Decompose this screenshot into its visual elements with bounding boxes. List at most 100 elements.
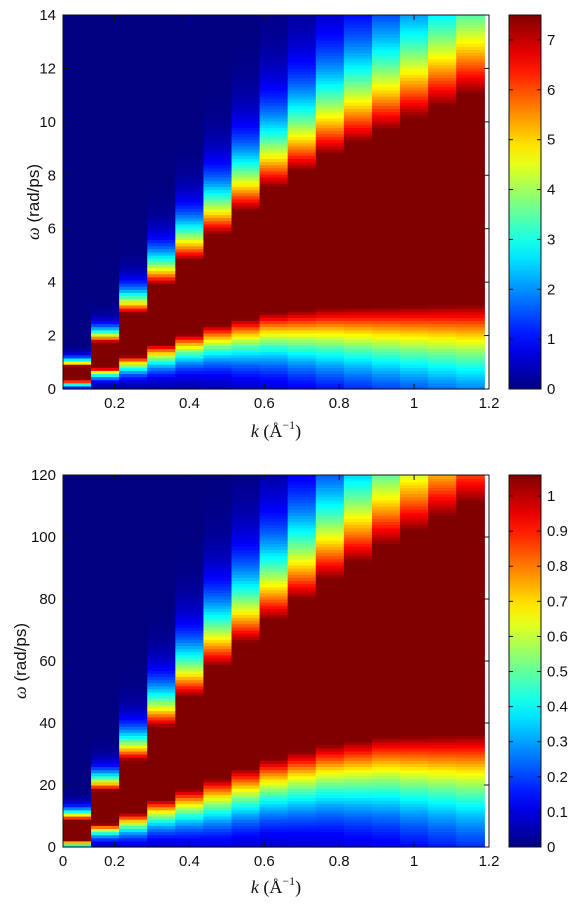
heatmap-cell [119,475,148,479]
heatmap-cell [63,651,92,656]
heatmap-cell [91,741,120,746]
heatmap-cell [259,36,289,41]
heatmap-cell [91,626,120,631]
heatmap-cell [287,785,317,789]
heatmap-cell [91,364,120,368]
heatmap-cell [287,800,317,805]
heatmap-cell [147,577,176,581]
heatmap-cell [343,27,373,32]
heatmap-cell [147,682,176,687]
heatmap-cell [231,676,261,681]
heatmap-cell [428,642,457,647]
heatmap-cell [63,30,92,35]
heatmap-cell [231,664,261,668]
heatmap-cell [175,716,205,721]
heatmap-cell [259,716,289,721]
heatmap-cell [175,267,205,272]
heatmap-cell [315,568,345,572]
heatmap-cell [428,785,457,789]
heatmap-cell [175,509,205,513]
heatmap-cell [231,834,261,839]
heatmap-cell [428,484,457,488]
heatmap-cell [175,537,205,541]
heatmap-cell [147,574,176,578]
heatmap-cell [400,611,429,616]
heatmap-cell [259,679,289,684]
heatmap-cell [119,342,148,346]
heatmap-cell [315,46,345,50]
heatmap-cell [175,198,205,203]
heatmap-cell [343,741,373,746]
heatmap-cell [119,198,148,203]
heatmap-cell [231,490,261,495]
heatmap-cell [147,738,176,743]
heatmap-cell [147,307,176,312]
heatmap-cell [371,236,401,240]
heatmap-cell [147,202,176,206]
heatmap-cell [147,223,176,228]
heatmap-cell [203,152,233,156]
heatmap-cell [63,611,92,616]
heatmap-cell [91,719,120,724]
heatmap-cell [175,667,205,671]
heatmap-cell [400,39,429,44]
heatmap-cell [203,236,233,240]
heatmap-cell [343,577,373,581]
heatmap-cell [91,198,120,203]
heatmap-cell [259,688,289,693]
heatmap-cell [91,840,120,845]
heatmap-cell [287,370,317,375]
heatmap-cell [203,518,233,523]
heatmap-cell [287,189,317,194]
heatmap-cell [91,142,120,147]
heatmap-cell [400,766,429,771]
heatmap-cell [400,772,429,777]
heatmap-cell [119,357,148,362]
heatmap-cell [456,83,485,88]
heatmap-cell [456,342,485,346]
heatmap-cell [371,18,401,22]
heatmap-cell [231,478,261,482]
heatmap-cell [63,33,92,38]
heatmap-cell [203,30,233,35]
heatmap-cell [119,33,148,38]
heatmap-cell [91,214,120,219]
heatmap-cell [343,301,373,306]
heatmap-cell [203,314,233,318]
heatmap-cell [147,217,176,222]
heatmap-cell [315,208,345,212]
heatmap-cell [91,264,120,269]
heatmap-cell [456,757,485,761]
heatmap-cell [456,781,485,786]
heatmap-cell [203,124,233,128]
heatmap-cell [175,583,205,588]
heatmap-cell [231,83,261,88]
heatmap-cell [315,828,345,833]
heatmap-cell [119,130,148,135]
heatmap-cell [456,220,485,225]
heatmap-cell [91,367,120,371]
heatmap-cell [119,577,148,581]
heatmap-cell [400,139,429,144]
heatmap-cell [147,602,176,606]
heatmap-cell [315,645,345,650]
heatmap-cell [63,478,92,482]
heatmap-cell [147,117,176,122]
heatmap-cell [371,673,401,678]
heatmap-cell [428,226,457,231]
heatmap-cell [287,688,317,693]
x-tick-label: 0.2 [104,853,125,870]
heatmap-cell [203,574,233,578]
heatmap-cell [175,651,205,656]
heatmap-cell [175,781,205,786]
heatmap-cell [175,831,205,836]
heatmap-cell [147,599,176,603]
heatmap-cell [371,577,401,581]
heatmap-cell [400,626,429,631]
heatmap-cell [287,99,317,103]
heatmap-cell [259,71,289,75]
heatmap-cell [371,295,401,300]
heatmap-cell [428,667,457,671]
colorbar-tick-label: 0 [547,381,555,398]
heatmap-cell [259,379,289,384]
